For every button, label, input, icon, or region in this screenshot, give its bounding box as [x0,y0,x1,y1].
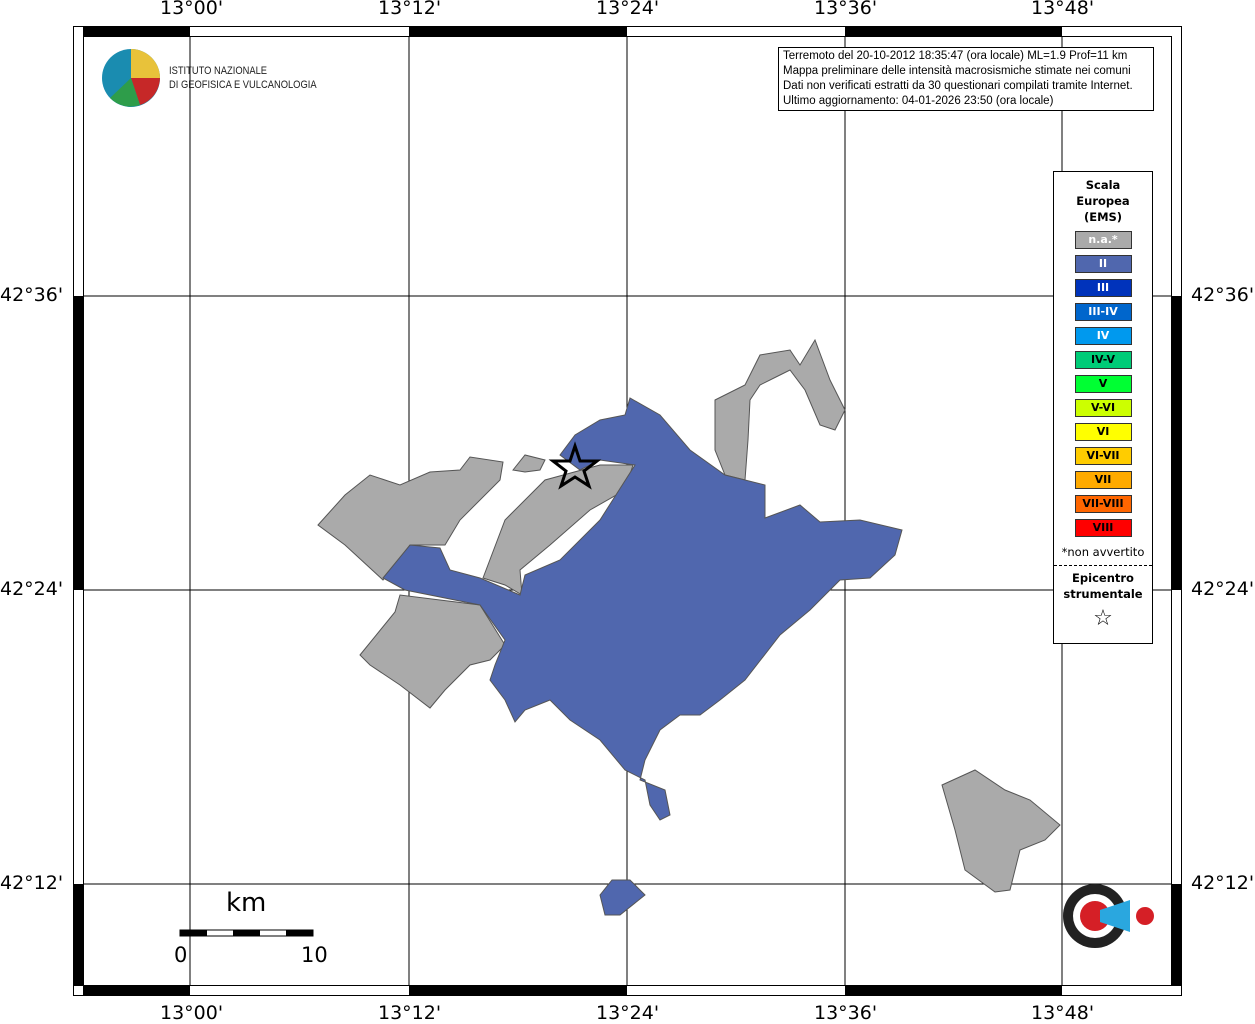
scale-bar [179,929,314,937]
lon-label-top: 13°12' [378,0,442,19]
legend-swatch-v: V [1074,375,1132,393]
lon-label-bottom: 13°24' [596,1002,660,1024]
institute-line: ISTITUTO NAZIONALE [169,65,268,77]
lon-label-bottom: 13°48' [1031,1002,1095,1024]
scale-max: 10 [301,943,328,967]
legend-title-line: Europea [1076,194,1130,208]
municipality-II [599,879,646,916]
info-line: Terremoto del 20-10-2012 18:35:47 (ora l… [783,50,1128,62]
lat-label-left: 42°36' [0,284,64,306]
intensity-legend: Scala Europea (EMS) n.a.* II III III-IV IV IV… [1053,171,1153,644]
info-line: Ultimo aggiornamento: 04-01-2026 23:50 (… [783,95,1054,107]
legend-swatch-viii: VIII [1074,519,1132,537]
institute-name: ISTITUTO NAZIONALE DI GEOFISICA E VULCAN… [169,64,317,92]
scale-unit: km [226,888,267,918]
lon-label-bottom: 13°12' [378,1002,442,1024]
municipality-na [359,594,506,709]
legend-divider [1054,565,1152,566]
legend-swatch-iii: III [1074,279,1132,297]
legend-swatch-iv-v: IV-V [1074,351,1132,369]
legend-title-line: (EMS) [1083,210,1123,224]
institute-line: DI GEOFISICA E VULCANOLOGIA [169,79,317,91]
lon-label-top: 13°24' [596,0,660,19]
legend-note: *non avvertito [1061,545,1145,559]
legend-title-line: Scala [1085,178,1121,192]
haisentito-logo-icon [1063,884,1154,948]
lat-label-right: 42°12' [1191,872,1255,894]
legend-epicenter-title: Epicentro [1072,571,1134,585]
info-line: Mappa preliminare delle intensità macros… [783,65,1131,77]
lon-label-top: 13°00' [160,0,224,19]
epicenter-star-icon [548,441,602,490]
legend-epicenter-title: strumentale [1063,587,1143,601]
municipality-II [382,397,903,821]
lat-label-right: 42°36' [1191,284,1255,306]
legend-swatch-vii: VII [1074,471,1132,489]
legend-swatch-v-vi: V-VI [1074,399,1132,417]
lon-label-bottom: 13°00' [160,1002,224,1024]
legend-swatch-vi: VI [1074,423,1132,441]
lon-label-bottom: 13°36' [814,1002,878,1024]
legend-swatch-iv: IV [1074,327,1132,345]
municipality-na [941,769,1061,893]
legend-swatch-iii-iv: III-IV [1074,303,1132,321]
scale-min: 0 [174,943,188,967]
lat-label-left: 42°12' [0,872,64,894]
legend-swatch-vi-vii: VI-VII [1074,447,1132,465]
municipality-na [482,464,634,596]
star-icon: ☆ [1093,606,1113,631]
lat-label-left: 42°24' [0,578,64,600]
info-line: Dati non verificati estratti da 30 quest… [783,80,1133,92]
frame-ticks [74,27,1181,995]
municipality-na [512,454,546,473]
legend-swatch-vii-viii: VII-VIII [1074,495,1132,513]
municipality-na [714,338,846,481]
lat-label-right: 42°24' [1191,578,1255,600]
legend-swatch-n-a-: n.a.* [1074,231,1132,249]
lon-label-top: 13°36' [814,0,878,19]
event-info-box: Terremoto del 20-10-2012 18:35:47 (ora l… [778,47,1154,111]
ingv-logo-icon [102,49,160,107]
legend-title: Scala Europea (EMS) [1054,177,1152,225]
legend-swatch-ii: II [1074,255,1132,273]
lon-label-top: 13°48' [1031,0,1095,19]
